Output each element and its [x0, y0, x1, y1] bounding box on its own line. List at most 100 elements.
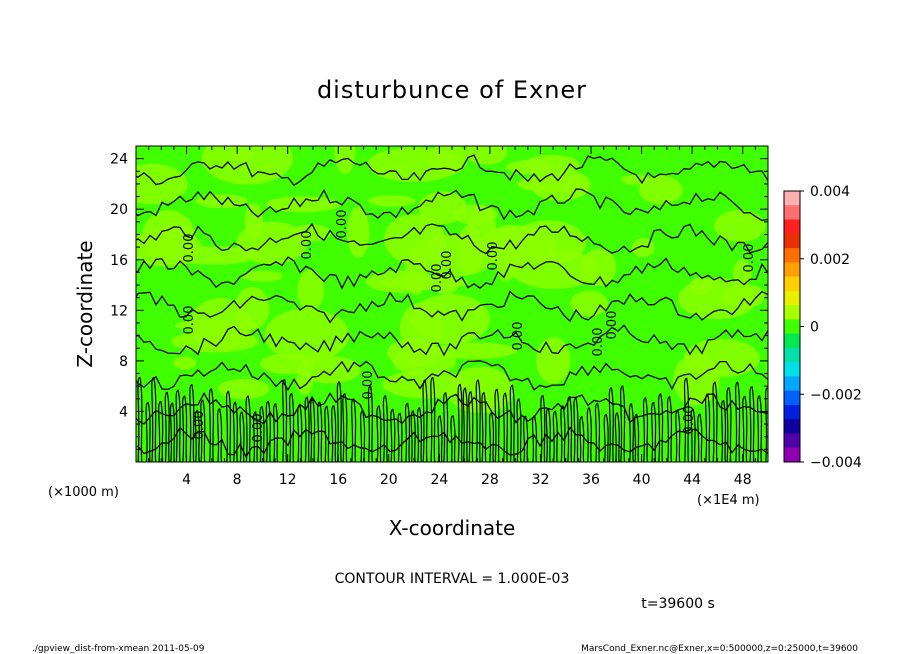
contour-interval: CONTOUR INTERVAL = 1.000E-03	[335, 571, 570, 587]
contour-line	[552, 410, 558, 462]
contour-line	[430, 376, 436, 462]
contour-line	[351, 398, 357, 462]
contour-line	[450, 414, 456, 462]
contour-label: 0.00	[300, 231, 315, 260]
contour-label: 0.00	[682, 406, 697, 435]
x-tick-label: 16	[329, 472, 347, 488]
contour-line	[151, 376, 157, 462]
contour-line	[217, 408, 223, 462]
contour-line	[136, 188, 768, 222]
contour-line	[749, 386, 755, 462]
field-patch	[722, 283, 766, 309]
x-unit-left: (×1000 m)	[48, 485, 119, 500]
contour-line	[560, 405, 566, 462]
x-tick-label: 32	[532, 472, 550, 488]
contour-line	[252, 411, 259, 462]
contour-line	[289, 392, 295, 462]
contour-line	[208, 388, 214, 462]
contour-line	[634, 413, 640, 462]
contour-line	[628, 403, 634, 462]
contour-line	[259, 406, 265, 462]
contour-line	[136, 256, 768, 290]
colorbar-swatch	[784, 390, 800, 406]
contour-line	[683, 377, 690, 462]
colorbar: 0.004 0.002 0 −0.002 −0.004	[783, 184, 862, 471]
contour-line	[158, 400, 164, 462]
contour-line	[586, 407, 592, 462]
colorbar-tick-label: −0.002	[810, 387, 862, 403]
contour-line	[502, 392, 508, 462]
contour-line	[620, 385, 626, 462]
contour-line	[410, 410, 416, 462]
contour-line	[182, 395, 188, 462]
y-tick-label: 20	[110, 202, 128, 218]
contour-label: 0.00	[361, 371, 376, 400]
contour-line	[494, 388, 500, 462]
contour-line	[136, 360, 768, 391]
field-patch	[631, 237, 655, 258]
contour-label: 0.00	[251, 414, 266, 443]
contour-line	[651, 401, 657, 462]
y-tick-label: 24	[110, 152, 128, 168]
colorbar-swatch	[784, 276, 800, 292]
field-patch	[714, 210, 766, 242]
field-patch	[142, 210, 196, 264]
contour-line	[422, 379, 428, 462]
colorbar-swatch	[784, 333, 800, 349]
field-patch	[506, 159, 555, 175]
contour-line	[475, 379, 481, 462]
field-patch	[368, 195, 416, 207]
contour-line	[742, 395, 748, 462]
contour-line	[136, 324, 768, 357]
y-axis-title: Z-coordinate	[73, 240, 97, 367]
contour-line	[642, 397, 649, 462]
colorbar-tick-label: 0.002	[810, 252, 850, 268]
contour-line	[265, 400, 271, 462]
y-tick-label: 4	[119, 404, 128, 420]
field-patch	[465, 146, 508, 165]
contour-line	[690, 408, 696, 462]
colorbar-swatch	[784, 248, 800, 263]
field-patch	[241, 270, 284, 282]
contour-line	[756, 395, 763, 462]
contour-label: 0.00	[192, 411, 207, 440]
y-tick-label: 8	[119, 354, 128, 370]
colorbar-swatch	[784, 262, 800, 278]
contour-line	[200, 399, 206, 462]
contour-lines: 0.000.000.00 0.000.000.000.000.000.00 0.00…	[136, 154, 768, 462]
contour-line	[136, 222, 768, 255]
field-patch	[638, 175, 683, 205]
contour-line	[297, 404, 303, 462]
contour-line	[367, 385, 373, 462]
contour-line	[390, 408, 396, 462]
time-label: t=39600 s	[641, 596, 715, 612]
colorbar-swatch	[784, 233, 800, 249]
contour-line	[675, 409, 681, 462]
x-axis-title: X-coordinate	[389, 516, 516, 540]
field-patch	[297, 269, 324, 311]
contour-line	[720, 399, 727, 462]
x-tick-label: 36	[582, 472, 600, 488]
contour-label: 0.00	[430, 264, 445, 293]
field-patch	[517, 175, 588, 193]
contour-line	[416, 407, 423, 462]
field-patch	[136, 163, 188, 205]
field-patch	[433, 342, 518, 359]
colorbar-swatch	[784, 404, 800, 420]
contour-line	[697, 413, 703, 462]
field-patch	[453, 204, 498, 225]
field-patch	[581, 248, 617, 287]
field-patch	[410, 234, 497, 277]
chart-title: disturbunce of Exner	[316, 76, 588, 104]
contour-line	[136, 290, 768, 324]
contour-line	[462, 387, 468, 462]
contour-line	[145, 401, 151, 462]
field-patch	[334, 146, 356, 175]
contour-line	[579, 416, 585, 462]
contour-line	[324, 405, 330, 462]
contour-label: 0.00	[335, 210, 350, 239]
contour-line	[608, 387, 614, 462]
colorbar-swatch	[784, 191, 800, 206]
x-tick-label: 24	[430, 472, 448, 488]
x-tick-label: 28	[481, 472, 499, 488]
